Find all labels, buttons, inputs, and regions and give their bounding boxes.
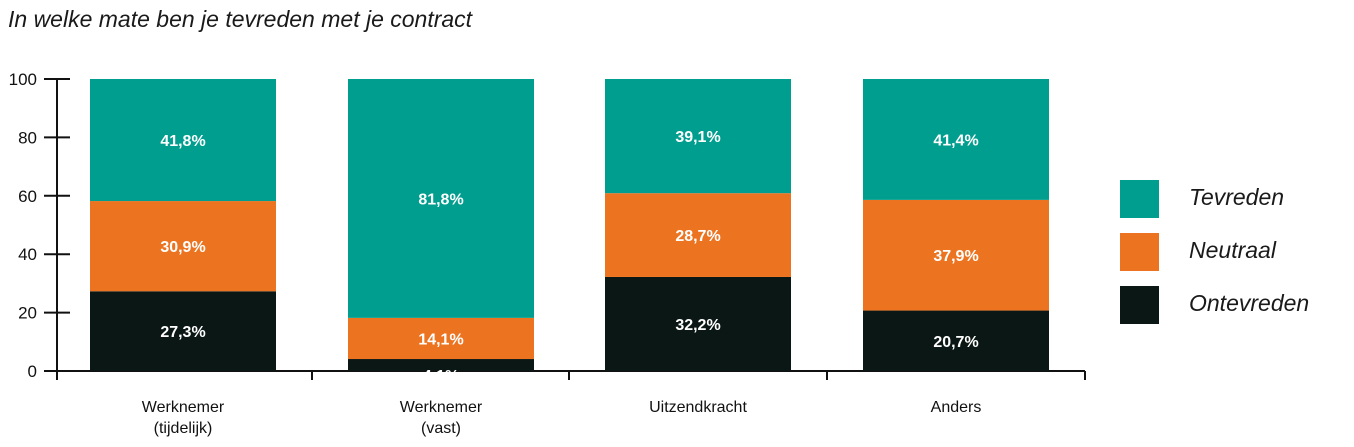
bar-segment-ontevreden xyxy=(90,291,276,371)
bar-segment-neutraal xyxy=(605,193,791,277)
y-tick-label: 20 xyxy=(18,304,37,323)
y-tick-label: 40 xyxy=(18,245,37,264)
legend-label-neutraal: Neutraal xyxy=(1189,237,1276,263)
data-label: 37,9% xyxy=(933,248,978,265)
bar-segment-tevreden xyxy=(90,79,276,202)
y-tick-label: 60 xyxy=(18,187,37,206)
x-category-label: Uitzendkracht xyxy=(649,399,747,416)
data-label: 14,1% xyxy=(418,331,463,348)
data-label: 39,1% xyxy=(675,129,720,146)
data-label: 41,8% xyxy=(160,133,205,150)
bar-segment-tevreden xyxy=(863,79,1049,200)
legend-swatch-ontevreden xyxy=(1120,286,1159,324)
x-category-label: Werknemer xyxy=(142,399,225,416)
legend-label-ontevreden: Ontevreden xyxy=(1189,290,1310,316)
x-category-label: Werknemer xyxy=(400,399,483,416)
bar-segment-neutraal xyxy=(90,201,276,292)
bar-segment-ontevreden xyxy=(863,310,1049,371)
data-label: 32,2% xyxy=(675,317,720,334)
chart-title: In welke mate ben je tevreden met je con… xyxy=(8,6,473,32)
x-category-label: (tijdelijk) xyxy=(154,420,213,437)
bar-segment-ontevreden xyxy=(348,359,534,371)
data-label: 27,3% xyxy=(160,324,205,341)
bar-segment-neutraal xyxy=(863,199,1049,311)
y-tick-label: 100 xyxy=(9,70,37,89)
data-label: 4,1% xyxy=(423,368,459,385)
bar-segment-ontevreden xyxy=(605,276,791,371)
legend-label-tevreden: Tevreden xyxy=(1189,184,1285,210)
data-label: 41,4% xyxy=(933,132,978,149)
legend-swatch-neutraal xyxy=(1120,233,1159,271)
legend-swatch-tevreden xyxy=(1120,180,1159,218)
data-label: 20,7% xyxy=(933,334,978,351)
bar-segment-tevreden xyxy=(348,79,534,318)
bar-segment-tevreden xyxy=(605,79,791,194)
y-tick-label: 0 xyxy=(28,362,37,381)
y-tick-label: 80 xyxy=(18,128,37,147)
x-category-label: (vast) xyxy=(421,420,461,437)
bar-segment-neutraal xyxy=(348,317,534,360)
data-label: 30,9% xyxy=(160,239,205,256)
data-label: 81,8% xyxy=(418,191,463,208)
data-label: 28,7% xyxy=(675,228,720,245)
x-category-label: Anders xyxy=(931,399,982,416)
